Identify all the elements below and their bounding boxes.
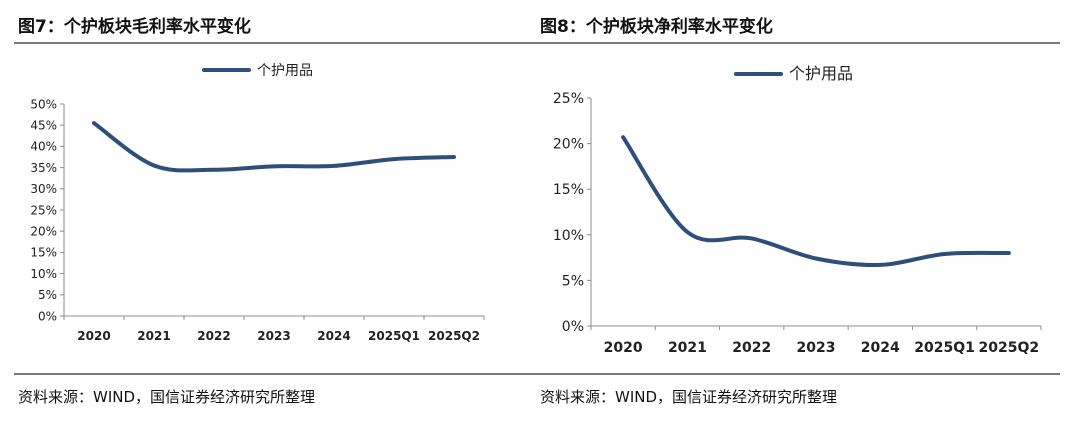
x-tick-label: 2024 — [861, 340, 900, 356]
net-margin-panel: 图8：个护板块净利率水平变化 0% 5% 10% 15% 20% 25% 2020 2021 2… — [536, 0, 1066, 433]
figure-7-title: 图7：个护板块毛利率水平变化 — [18, 17, 251, 37]
y-tick-label: 30% — [30, 182, 57, 196]
y-tick-label: 15% — [30, 246, 57, 260]
x-tick-label: 2020 — [77, 329, 110, 343]
figure-8-source: 资料来源：WIND，国信证券经济研究所整理 — [540, 388, 838, 406]
y-tick-label: 35% — [30, 161, 57, 175]
source-rule — [536, 373, 1060, 375]
y-tick-label: 0% — [38, 309, 57, 323]
y-tick-label: 5% — [562, 273, 584, 289]
series-line-0 — [92, 121, 456, 173]
figure-8-title: 图8：个护板块净利率水平变化 — [540, 17, 773, 37]
y-tick-label: 0% — [562, 319, 584, 335]
legend-label: 个护用品 — [257, 63, 313, 79]
y-tick-label: 5% — [38, 288, 57, 302]
gross-margin-line-chart: 0% 5% 10% 15% 20% 25% 30% 35% 40% 45% 50% 2020 2021 2… — [30, 63, 485, 343]
figure-7-source: 资料来源：WIND，国信证券经济研究所整理 — [18, 388, 316, 406]
net-margin-line-chart: 0% 5% 10% 15% 20% 25% 2020 2021 2022 2023 2024 2025… — [553, 64, 1042, 356]
y-tick-label: 25% — [553, 91, 584, 107]
series-line-1 — [621, 135, 1011, 268]
source-rule — [14, 373, 538, 375]
legend-label: 个护用品 — [789, 64, 853, 83]
y-tick-label: 20% — [553, 137, 584, 153]
x-tick-label: 2021 — [137, 329, 170, 343]
x-tick-label: 2024 — [317, 329, 350, 343]
y-tick-label: 25% — [30, 203, 57, 217]
y-tick-label: 10% — [553, 228, 584, 244]
x-tick-label: 2022 — [197, 329, 230, 343]
x-tick-label: 2020 — [604, 340, 643, 356]
y-tick-label: 20% — [30, 225, 57, 239]
y-tick-label: 45% — [30, 119, 57, 133]
gross-margin-panel: 图7：个护板块毛利率水平变化 0% 5% 10% 15% 20% 25% 30% 35% 40%… — [14, 0, 544, 433]
x-tick-label: 2021 — [668, 340, 707, 356]
x-tick-label: 2023 — [797, 340, 836, 356]
x-tick-label: 2025Q1 — [914, 340, 975, 356]
y-tick-label: 10% — [30, 267, 57, 281]
y-tick-label: 50% — [30, 97, 57, 111]
x-tick-label: 2023 — [257, 329, 290, 343]
x-tick-label: 2025Q2 — [428, 329, 480, 343]
x-tick-label: 2025Q2 — [979, 340, 1040, 356]
y-tick-label: 15% — [553, 182, 584, 198]
y-tick-label: 40% — [30, 140, 57, 154]
x-tick-label: 2022 — [732, 340, 771, 356]
title-rule — [14, 42, 538, 44]
x-tick-label: 2025Q1 — [368, 329, 420, 343]
title-rule — [536, 42, 1060, 44]
